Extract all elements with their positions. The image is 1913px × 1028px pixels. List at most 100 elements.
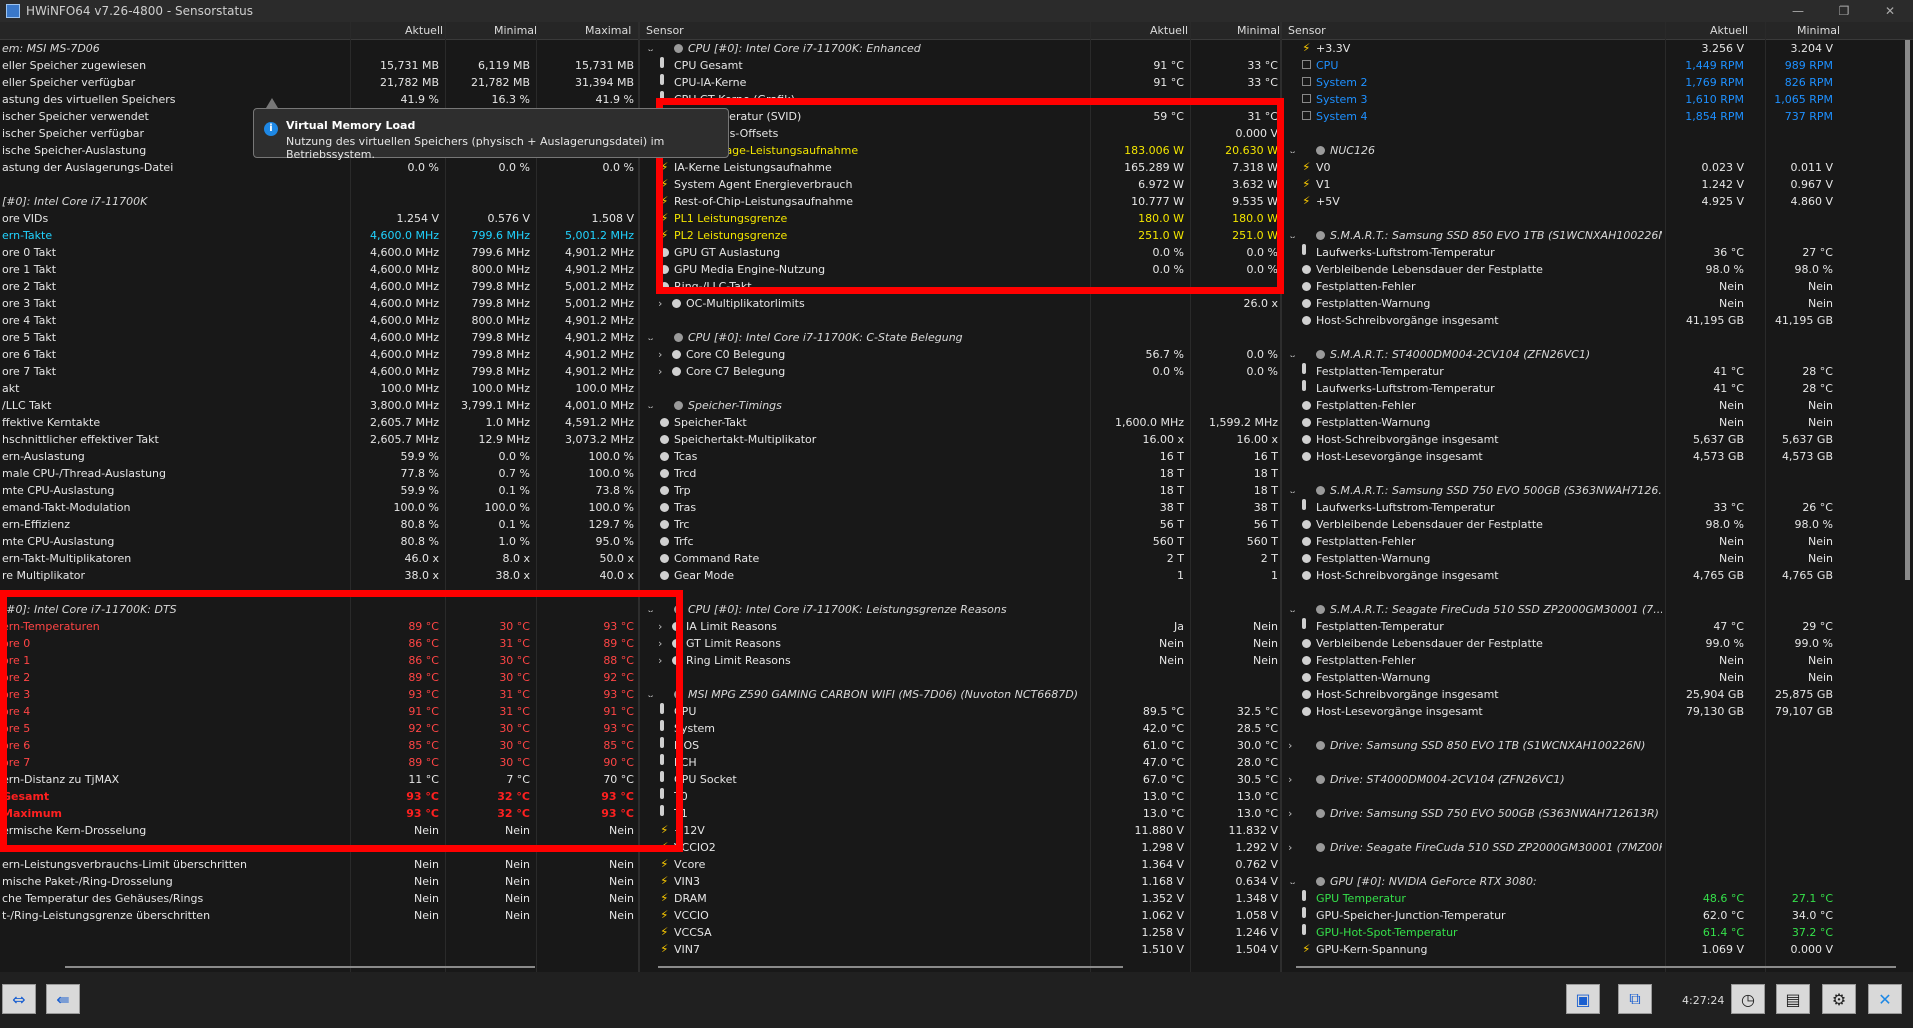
sensor-row[interactable]: Festplatten-Temperatur 41 °C 28 °C — [1282, 363, 1913, 380]
sensor-row[interactable]: che Temperatur des Gehäuses/Rings Nein Nei… — [0, 890, 638, 907]
sensor-row[interactable]: ern-Takt-Multiplikatoren 46.0 x 8.0 x 50.0 … — [0, 550, 638, 567]
collapse-chevron-icon[interactable]: ⌄ — [1288, 348, 1298, 357]
header-aktuell[interactable]: Aktuell — [1150, 24, 1189, 37]
sensor-row[interactable]: ⚡ GPU-Kern-Spannung 1.069 V 0.000 V — [1282, 941, 1913, 958]
sensor-row[interactable]: Festplatten-Fehler Nein Nein — [1282, 533, 1913, 550]
sensor-row[interactable]: mte CPU-Auslastung 59.9 % 0.1 % 73.8 % — [0, 482, 638, 499]
header-sensor[interactable]: Sensor — [1288, 24, 1326, 37]
sensor-group-header[interactable]: em: MSI MS-7D06 — [0, 40, 638, 57]
expand-chevron-icon[interactable]: › — [658, 637, 663, 646]
sensor-panel-left[interactable]: Aktuell Minimal Maximal em: MSI MS-7D06 e… — [0, 22, 638, 972]
sensor-row[interactable]: GPU Temperatur 48.6 °C 27.1 °C — [1282, 890, 1913, 907]
sensor-row[interactable]: Gesamt 93 °C 32 °C 93 °C — [0, 788, 638, 805]
sensor-row[interactable]: ore 0 86 °C 31 °C 89 °C — [0, 635, 638, 652]
sensor-row[interactable]: ern-Auslastung 59.9 % 0.0 % 100.0 % — [0, 448, 638, 465]
sensor-row[interactable]: Laufwerks-Luftstrom-Temperatur 41 °C 28 °C — [1282, 380, 1913, 397]
sensor-row[interactable]: ⚡ V0 0.023 V 0.011 V — [1282, 159, 1913, 176]
sensor-row[interactable]: ern-Distanz zu TjMAX 11 °C 7 °C 70 °C — [0, 771, 638, 788]
sensor-row[interactable]: eller Speicher verfügbar 21,782 MB 21,782 … — [0, 74, 638, 91]
header-aktuell[interactable]: Aktuell — [405, 24, 444, 37]
sensor-row[interactable]: re Multiplikator 38.0 x 38.0 x 40.0 x — [0, 567, 638, 584]
panel-splitter[interactable] — [638, 22, 640, 972]
minimize-button[interactable]: — — [1792, 4, 1804, 18]
sensor-row[interactable]: T0 13.0 °C 13.0 °C — [640, 788, 1280, 805]
sensor-row[interactable]: System 42.0 °C 28.5 °C — [640, 720, 1280, 737]
collapse-chevron-icon[interactable]: ⌄ — [646, 399, 656, 408]
header-aktuell[interactable]: Aktuell — [1710, 24, 1749, 37]
sensor-row[interactable]: Trp 18 T 18 T — [640, 482, 1280, 499]
sensor-row[interactable]: Verbleibende Lebensdauer der Festplatte 9… — [1282, 635, 1913, 652]
sensor-row[interactable]: ⚡ VCCIO 1.062 V 1.058 V — [640, 907, 1280, 924]
gear-icon[interactable]: ⚙ — [1822, 984, 1856, 1014]
sensor-group-header[interactable]: [#0]: Intel Core i7-11700K — [0, 193, 638, 210]
sensor-row[interactable]: MOS 61.0 °C 30.0 °C — [640, 737, 1280, 754]
sensor-row[interactable]: ⚡ Vcore 1.364 V 0.762 V — [640, 856, 1280, 873]
sensor-row[interactable]: GPU-Hot-Spot-Temperatur 61.4 °C 37.2 °C — [1282, 924, 1913, 941]
expand-chevron-icon[interactable]: › — [1288, 841, 1293, 850]
sensor-row[interactable]: Laufwerks-Luftstrom-Temperatur 36 °C 27 °C — [1282, 244, 1913, 261]
sensor-row[interactable]: ⚡ System Agent Energieverbrauch 6.972 W 3.6… — [640, 176, 1280, 193]
sensor-row[interactable]: CPU Gesamt 91 °C 33 °C — [640, 57, 1280, 74]
sensor-row[interactable]: ore 2 89 °C 30 °C 92 °C — [0, 669, 638, 686]
sensor-row[interactable]: GPU GT Auslastung 0.0 % 0.0 % — [640, 244, 1280, 261]
sensor-group-header[interactable]: › Drive: Samsung SSD 850 EVO 1TB (S1WCNXA… — [1282, 737, 1913, 754]
collapse-chevron-icon[interactable]: ⌄ — [646, 603, 656, 612]
sensor-row[interactable]: Festplatten-Temperatur 47 °C 29 °C — [1282, 618, 1913, 635]
sensor-group-header[interactable]: ⌄ GPU [#0]: NVIDIA GeForce RTX 3080: — [1282, 873, 1913, 890]
sensor-row[interactable]: ern-Takte 4,600.0 MHz 799.6 MHz 5,001.2 MHz — [0, 227, 638, 244]
collapse-chevron-icon[interactable]: ⌄ — [646, 42, 656, 51]
report-icon[interactable]: ▤ — [1776, 984, 1810, 1014]
close-window-button[interactable]: ✕ — [1884, 4, 1896, 18]
sensor-row[interactable]: ore VIDs 1.254 V 0.576 V 1.508 V — [0, 210, 638, 227]
sensor-row[interactable]: Verbleibende Lebensdauer der Festplatte 9… — [1282, 516, 1913, 533]
sensor-row[interactable]: Tras 38 T 38 T — [640, 499, 1280, 516]
sensor-row[interactable]: ischer Speicher verfügbar — [0, 125, 638, 142]
sensor-row[interactable]: ore 3 Takt 4,600.0 MHz 799.8 MHz 5,001.2 MH… — [0, 295, 638, 312]
sensor-row[interactable]: Festplatten-Fehler Nein Nein — [1282, 397, 1913, 414]
sensor-row[interactable]: ische Speicher-Auslastung — [0, 142, 638, 159]
sensor-group-header[interactable]: ⌄ CPU [#0]: Intel Core i7-11700K: Leistun… — [640, 601, 1280, 618]
sensor-row[interactable]: hschnittlicher effektiver Takt 2,605.7 MH… — [0, 431, 638, 448]
sensor-row[interactable]: › IA Limit Reasons Ja Nein — [640, 618, 1280, 635]
sensor-row[interactable]: Host-Lesevorgänge insgesamt 79,130 GB 79,1… — [1282, 703, 1913, 720]
sensor-group-header[interactable]: ⌄ CPU [#0]: Intel Core i7-11700K: Enhance… — [640, 40, 1280, 57]
sensor-group-header[interactable]: ⌄ MSI MPG Z590 GAMING CARBON WIFI (MS-7D0… — [640, 686, 1280, 703]
vertical-scrollbar-right[interactable] — [1905, 40, 1910, 580]
sensor-group-header[interactable]: ⌄ S.M.A.R.T.: ST4000DM004-2CV104 (ZFN26VC… — [1282, 346, 1913, 363]
sensor-row[interactable]: ⚡ VIN3 1.168 V 0.634 V — [640, 873, 1280, 890]
sensor-group-header[interactable]: ⌄ NUC126 — [1282, 142, 1913, 159]
sensor-row[interactable]: mische Paket-/Ring-Drosselung Nein Nein Nei… — [0, 873, 638, 890]
sensor-row[interactable]: CPU 89.5 °C 32.5 °C — [640, 703, 1280, 720]
panel-splitter[interactable] — [1280, 22, 1282, 972]
sensor-row[interactable]: Host-Schreibvorgänge insgesamt 4,765 GB 4,… — [1282, 567, 1913, 584]
sensor-group-header[interactable]: ⌄ S.M.A.R.T.: Samsung SSD 750 EVO 500GB (… — [1282, 482, 1913, 499]
sensor-row[interactable]: Speichertakt-Multiplikator 16.00 x 16.00 x — [640, 431, 1280, 448]
sensor-row[interactable]: mte CPU-Auslastung 80.8 % 1.0 % 95.0 % — [0, 533, 638, 550]
sensor-row[interactable]: /LLC Takt 3,800.0 MHz 3,799.1 MHz 4,001.0 M… — [0, 397, 638, 414]
sensor-row[interactable]: System 4 1,854 RPM 737 RPM — [1282, 108, 1913, 125]
sensor-row[interactable]: ⚡ V1 1.242 V 0.967 V — [1282, 176, 1913, 193]
sensor-row[interactable]: ⚡ +12V 11.880 V 11.832 V — [640, 822, 1280, 839]
sensor-row[interactable]: ern-Leistungsverbrauchs-Limit überschrit… — [0, 856, 638, 873]
sensor-row[interactable]: › GT Limit Reasons Nein Nein — [640, 635, 1280, 652]
sensor-row[interactable]: akt 100.0 MHz 100.0 MHz 100.0 MHz — [0, 380, 638, 397]
sensor-row[interactable]: ore 1 Takt 4,600.0 MHz 800.0 MHz 4,901.2 MH… — [0, 261, 638, 278]
sensor-group-header[interactable]: ⌄ CPU [#0]: Intel Core i7-11700K: C-State… — [640, 329, 1280, 346]
header-minimal[interactable]: Minimal — [1237, 24, 1280, 37]
forward-arrows-button[interactable]: ⇚ — [46, 984, 80, 1014]
expand-chevron-icon[interactable]: › — [1288, 739, 1293, 748]
collapse-chevron-icon[interactable]: ⌄ — [646, 688, 656, 697]
sensor-row[interactable]: ore 1 86 °C 30 °C 88 °C — [0, 652, 638, 669]
sensor-row[interactable]: ore 5 Takt 4,600.0 MHz 799.8 MHz 4,901.2 MH… — [0, 329, 638, 346]
sensor-row[interactable]: ⚡ VCCSA 1.258 V 1.246 V — [640, 924, 1280, 941]
sensor-row[interactable]: › Core C7 Belegung 0.0 % 0.0 % — [640, 363, 1280, 380]
sensor-group-header[interactable]: › Drive: Samsung SSD 750 EVO 500GB (S363N… — [1282, 805, 1913, 822]
sensor-row[interactable]: Gear Mode 1 1 — [640, 567, 1280, 584]
sensor-row[interactable]: ore 4 91 °C 31 °C 91 °C — [0, 703, 638, 720]
sensor-row[interactable]: ffektive Kerntakte 2,605.7 MHz 1.0 MHz 4,59… — [0, 414, 638, 431]
sensor-row[interactable]: Laufwerks-Luftstrom-Temperatur 33 °C 26 °C — [1282, 499, 1913, 516]
sensor-row[interactable]: System 2 1,769 RPM 826 RPM — [1282, 74, 1913, 91]
expand-chevron-icon[interactable]: › — [1288, 807, 1293, 816]
sensor-row[interactable]: Maximum 93 °C 32 °C 93 °C — [0, 805, 638, 822]
sensor-row[interactable]: Tcas 16 T 16 T — [640, 448, 1280, 465]
